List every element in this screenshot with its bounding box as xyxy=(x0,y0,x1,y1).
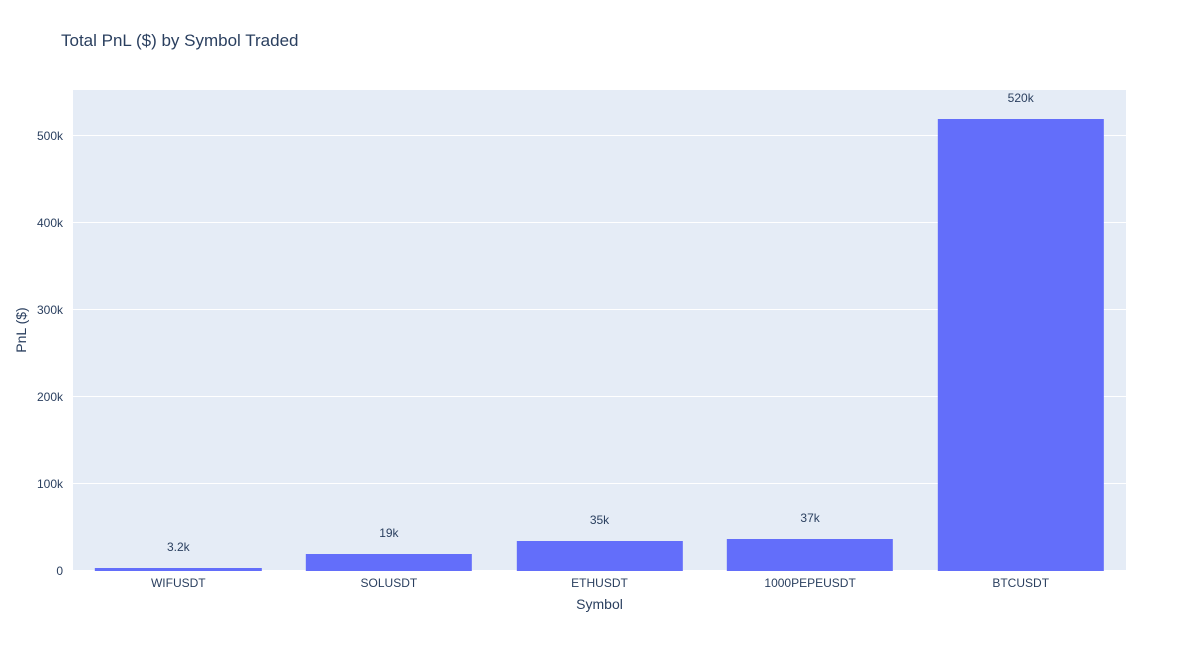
bar-SOLUSDT[interactable] xyxy=(305,554,473,571)
bar-value-label-ETHUSDT: 35k xyxy=(589,512,610,527)
y-tick-label-500k: 500k xyxy=(36,129,63,144)
x-tick-label-SOLUSDT: SOLUSDT xyxy=(360,576,418,590)
chart-title: Total PnL ($) by Symbol Traded xyxy=(61,31,299,50)
y-tick-label-300k: 300k xyxy=(36,303,63,318)
y-tick-label-400k: 400k xyxy=(36,216,63,231)
bar-value-label-BTCUSDT: 520k xyxy=(1007,90,1034,105)
y-tick-label-0: 0 xyxy=(56,564,63,578)
plot-area: 3.2k 19k 35k 37k 520k xyxy=(73,90,1126,571)
gridline-300k xyxy=(73,309,1126,311)
gridline-200k xyxy=(73,396,1126,398)
bar-1000PEPEUSDT[interactable] xyxy=(726,538,894,571)
x-tick-label-WIFUSDT: WIFUSDT xyxy=(150,576,206,590)
bar-ETHUSDT[interactable] xyxy=(516,540,683,571)
bar-value-label-1000PEPEUSDT: 37k xyxy=(800,510,820,525)
bar-WIFUSDT[interactable] xyxy=(95,568,262,571)
bar-value-label-WIFUSDT: 3.2k xyxy=(166,540,190,555)
x-tick-label-ETHUSDT: ETHUSDT xyxy=(571,576,628,590)
gridline-100k xyxy=(73,483,1126,485)
x-axis-ticks: WIFUSDT SOLUSDT ETHUSDT 1000PEPEUSDT BTCUSDT xyxy=(73,576,1126,592)
y-axis-ticks: 0 100k 200k 300k 400k 500k xyxy=(0,90,68,578)
y-tick-label-100k: 100k xyxy=(36,477,63,492)
bar-BTCUSDT[interactable] xyxy=(937,118,1104,571)
gridline-500k xyxy=(73,135,1126,137)
x-tick-label-1000PEPEUSDT: 1000PEPEUSDT xyxy=(764,576,856,590)
x-tick-label-BTCUSDT: BTCUSDT xyxy=(992,576,1050,590)
y-tick-label-200k: 200k xyxy=(36,390,63,405)
x-axis-title: Symbol xyxy=(576,596,623,612)
gridline-400k xyxy=(73,222,1126,224)
bar-value-label-SOLUSDT: 19k xyxy=(379,526,399,541)
